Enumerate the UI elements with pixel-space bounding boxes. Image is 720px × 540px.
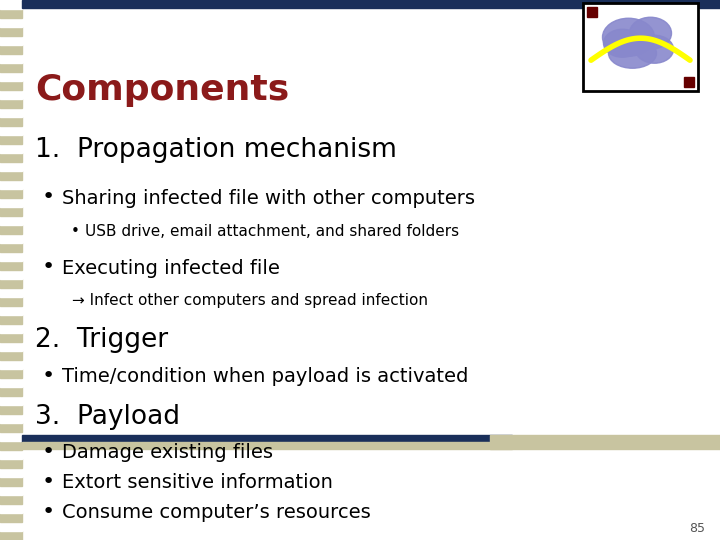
Bar (0, 513, 22, 522)
Ellipse shape (629, 17, 672, 49)
Ellipse shape (636, 35, 673, 63)
Bar (0, 432, 22, 441)
Bar (0, 171, 22, 180)
Bar (0, 54, 22, 63)
Bar (0, 522, 22, 531)
Text: •: • (41, 472, 55, 492)
Bar (0, 117, 22, 126)
Bar (0, 468, 22, 477)
Text: Executing infected file: Executing infected file (62, 259, 280, 278)
Bar (0, 126, 22, 135)
Bar (587, 7, 597, 17)
Bar (0, 486, 22, 495)
Bar (0, 441, 22, 450)
Text: •: • (41, 502, 55, 522)
Bar (0, 270, 22, 279)
Text: •: • (41, 366, 55, 386)
Bar (0, 36, 22, 45)
Text: Time/condition when payload is activated: Time/condition when payload is activated (62, 368, 469, 387)
Ellipse shape (603, 29, 642, 57)
Text: Components: Components (35, 73, 289, 107)
Bar (0, 333, 22, 342)
Bar (0, 234, 22, 243)
Text: 1.  Propagation mechanism: 1. Propagation mechanism (35, 137, 397, 163)
Bar (0, 342, 22, 351)
Bar (583, 3, 698, 91)
Bar (22, 442, 512, 449)
Text: •: • (41, 187, 55, 207)
Bar (0, 225, 22, 234)
Bar (0, 504, 22, 513)
Bar (0, 243, 22, 252)
Bar (0, 0, 22, 9)
Text: Sharing infected file with other computers: Sharing infected file with other compute… (62, 188, 475, 207)
Text: 3.  Payload: 3. Payload (35, 404, 180, 430)
Bar (0, 414, 22, 423)
Bar (0, 378, 22, 387)
Bar (0, 180, 22, 189)
Bar (0, 162, 22, 171)
Text: •: • (41, 442, 55, 462)
Bar (0, 279, 22, 288)
Bar (0, 396, 22, 405)
Bar (0, 387, 22, 396)
Bar (0, 108, 22, 117)
Bar (0, 252, 22, 261)
Bar (0, 369, 22, 378)
Bar (0, 9, 22, 18)
Bar (0, 531, 22, 540)
Bar (0, 99, 22, 108)
Bar (0, 18, 22, 27)
Bar (0, 27, 22, 36)
Bar (490, 435, 720, 449)
Text: •: • (71, 224, 79, 239)
Bar (0, 459, 22, 468)
Bar (0, 81, 22, 90)
Bar (0, 315, 22, 324)
Bar (0, 144, 22, 153)
Text: 85: 85 (689, 522, 705, 535)
Bar (0, 153, 22, 162)
Text: •: • (41, 257, 55, 277)
Bar (0, 198, 22, 207)
Text: Damage existing files: Damage existing files (62, 443, 273, 462)
Ellipse shape (608, 38, 657, 68)
Bar (0, 423, 22, 432)
Bar (0, 135, 22, 144)
Text: Extort sensitive information: Extort sensitive information (62, 474, 333, 492)
Bar (0, 306, 22, 315)
Bar (22, 0, 720, 8)
Bar (0, 495, 22, 504)
Bar (0, 324, 22, 333)
Bar (0, 405, 22, 414)
Bar (0, 360, 22, 369)
Bar (0, 216, 22, 225)
Bar (0, 297, 22, 306)
Bar (0, 288, 22, 297)
Bar (0, 477, 22, 486)
Text: → Infect other computers and spread infection: → Infect other computers and spread infe… (72, 293, 428, 307)
Bar (0, 450, 22, 459)
Text: Consume computer’s resources: Consume computer’s resources (62, 503, 371, 523)
Bar (0, 207, 22, 216)
Bar (0, 72, 22, 81)
Text: USB drive, email attachment, and shared folders: USB drive, email attachment, and shared … (85, 225, 459, 240)
Bar (0, 261, 22, 270)
Bar (0, 189, 22, 198)
Text: 2.  Trigger: 2. Trigger (35, 327, 168, 353)
Bar (0, 45, 22, 54)
Bar (684, 77, 694, 87)
Bar (0, 63, 22, 72)
Bar (0, 90, 22, 99)
Bar (22, 435, 512, 442)
Ellipse shape (603, 18, 654, 56)
Bar (0, 351, 22, 360)
